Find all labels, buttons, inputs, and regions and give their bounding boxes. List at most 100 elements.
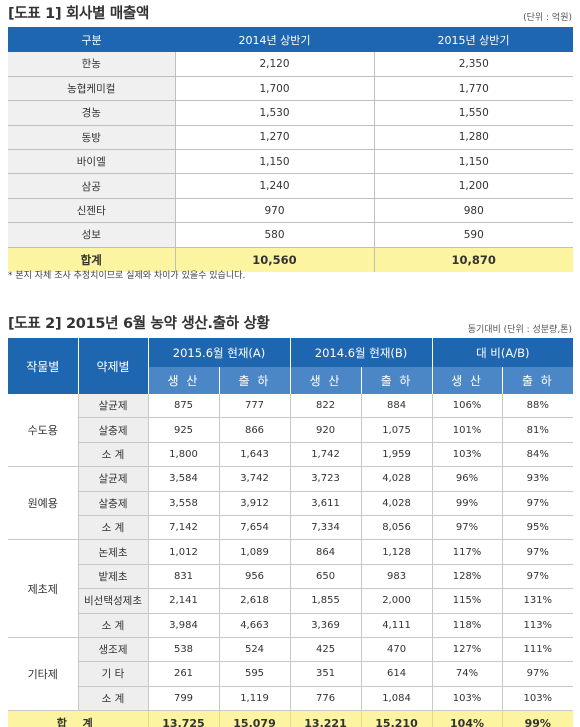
sales-2014: 1,530 xyxy=(175,100,375,126)
value-r-ship: 84% xyxy=(501,442,574,468)
company-name: 한농 xyxy=(8,52,176,77)
value-b-ship: 2,000 xyxy=(360,588,433,614)
table-row: 농협케미컬 1,700 1,770 xyxy=(8,76,573,102)
sales-2014: 1,240 xyxy=(175,173,375,199)
table2-unit: 동기대비 (단위 : 성분량,톤) xyxy=(467,325,572,335)
table-row: 살충제 3,558 3,912 3,611 4,028 99% 97% xyxy=(8,491,574,516)
total-label: 합 계 xyxy=(8,710,148,727)
agent-name: 살균제 xyxy=(77,466,148,492)
sales-2015: 590 xyxy=(374,222,573,248)
table-row: 소 계 3,984 4,663 3,369 4,111 118% 113% xyxy=(8,613,574,638)
value-a-ship: 2,618 xyxy=(218,588,291,614)
value-b-ship: 470 xyxy=(360,637,433,663)
header-shipment: 출 하 xyxy=(501,366,574,394)
value-a-prod: 875 xyxy=(147,393,219,419)
header-agent: 약제별 xyxy=(77,338,148,394)
header-production: 생 산 xyxy=(431,366,503,394)
value-b-prod: 3,723 xyxy=(289,466,362,492)
value-a-prod: 2,141 xyxy=(147,588,219,614)
value-r-ship: 97% xyxy=(501,564,574,590)
table-row: 소 계 799 1,119 776 1,084 103% 103% xyxy=(8,686,574,712)
table-row: 기타제 생조제 538 524 425 470 127% 111% xyxy=(8,637,574,712)
header-2015: 2015년 상반기 xyxy=(374,27,573,52)
company-name: 신젠타 xyxy=(8,198,176,224)
total-b-prod: 13,221 xyxy=(289,710,362,727)
value-r-prod: 103% xyxy=(431,686,503,712)
value-b-prod: 1,855 xyxy=(289,588,362,614)
table1-title: [도표 1] 회사별 매출액 xyxy=(8,6,150,22)
value-b-prod: 776 xyxy=(289,686,362,712)
company-name: 삼공 xyxy=(8,173,176,199)
table-row: 성보 580 590 xyxy=(8,222,573,248)
value-b-prod: 822 xyxy=(289,393,362,419)
value-a-ship: 3,742 xyxy=(218,466,291,492)
sales-2015: 2,350 xyxy=(374,52,573,77)
crop-group: 기타제 xyxy=(8,637,78,712)
agent-name: 밭제초 xyxy=(77,564,148,590)
value-a-prod: 799 xyxy=(147,686,219,712)
value-b-prod: 7,334 xyxy=(289,515,362,541)
company-name: 성보 xyxy=(8,222,176,248)
value-r-prod: 74% xyxy=(431,661,503,687)
value-r-ship: 113% xyxy=(501,613,574,638)
table-row: 경농 1,530 1,550 xyxy=(8,100,573,126)
value-b-prod: 425 xyxy=(289,637,362,663)
value-r-prod: 117% xyxy=(431,539,503,565)
value-b-ship: 4,028 xyxy=(360,491,433,516)
value-a-ship: 595 xyxy=(218,661,291,687)
value-b-ship: 4,111 xyxy=(360,613,433,638)
table-row: 제초제 논제초 1,012 1,089 864 1,128 117% 97% xyxy=(8,539,574,638)
value-a-ship: 7,654 xyxy=(218,515,291,541)
table-row: 살충제 925 866 920 1,075 101% 81% xyxy=(8,417,574,443)
sales-2014: 1,270 xyxy=(175,125,375,151)
value-a-ship: 3,912 xyxy=(218,491,291,516)
agent-name: 살충제 xyxy=(77,417,148,443)
header-previous: 2014.6월 현재(B) xyxy=(289,338,433,367)
table-row: 소 계 7,142 7,654 7,334 8,056 97% 95% xyxy=(8,515,574,541)
header-production: 생 산 xyxy=(289,366,362,394)
table-row: 소 계 1,800 1,643 1,742 1,959 103% 84% xyxy=(8,442,574,468)
agent-name: 생조제 xyxy=(77,637,148,663)
sales-2014: 2,120 xyxy=(175,52,375,77)
value-a-ship: 1,089 xyxy=(218,539,291,565)
value-b-ship: 1,075 xyxy=(360,417,433,443)
crop-group: 제초제 xyxy=(8,539,78,638)
value-r-ship: 111% xyxy=(501,637,574,663)
table2-title: [도표 2] 2015년 6월 농약 생산.출하 상황 xyxy=(8,316,270,332)
value-a-ship: 524 xyxy=(218,637,291,663)
table-row: 비선택성제초 2,141 2,618 1,855 2,000 115% 131% xyxy=(8,588,574,614)
value-r-ship: 95% xyxy=(501,515,574,541)
sales-2015: 1,280 xyxy=(374,125,573,151)
total-2014: 10,560 xyxy=(175,247,375,272)
sales-2014: 580 xyxy=(175,222,375,248)
value-a-ship: 4,663 xyxy=(218,613,291,638)
table-row: 동방 1,270 1,280 xyxy=(8,125,573,151)
sales-table: 구분 2014년 상반기 2015년 상반기 한농 2,120 2,350 농협케미컬… xyxy=(8,27,573,272)
value-r-prod: 128% xyxy=(431,564,503,590)
table-subheader-row: 생 산 출 하 생 산 출 하 생 산 출 하 xyxy=(8,366,574,394)
total-r-prod: 104% xyxy=(431,710,503,727)
header-production: 생 산 xyxy=(147,366,219,394)
value-b-ship: 1,128 xyxy=(360,539,433,565)
value-r-prod: 127% xyxy=(431,637,503,663)
value-r-prod: 118% xyxy=(431,613,503,638)
sales-2015: 980 xyxy=(374,198,573,224)
value-a-ship: 777 xyxy=(218,393,291,419)
value-b-prod: 650 xyxy=(289,564,362,590)
total-label: 합계 xyxy=(8,247,176,272)
table-row: 수도용 살균제 875 777 822 884 106% 88% xyxy=(8,393,574,468)
value-a-ship: 1,643 xyxy=(218,442,291,468)
value-r-ship: 131% xyxy=(501,588,574,614)
company-name: 바이엘 xyxy=(8,149,176,175)
table1-unit: (단위 : 억원) xyxy=(523,13,572,23)
table-header-row: 구분 2014년 상반기 2015년 상반기 xyxy=(8,27,573,52)
value-r-ship: 103% xyxy=(501,686,574,712)
header-category: 구분 xyxy=(8,27,175,52)
company-name: 경농 xyxy=(8,100,176,126)
header-2014: 2014년 상반기 xyxy=(175,27,374,52)
value-b-ship: 884 xyxy=(360,393,433,419)
value-b-prod: 351 xyxy=(289,661,362,687)
total-2015: 10,870 xyxy=(374,247,573,272)
table-row: 신젠타 970 980 xyxy=(8,198,573,224)
value-a-prod: 538 xyxy=(147,637,219,663)
